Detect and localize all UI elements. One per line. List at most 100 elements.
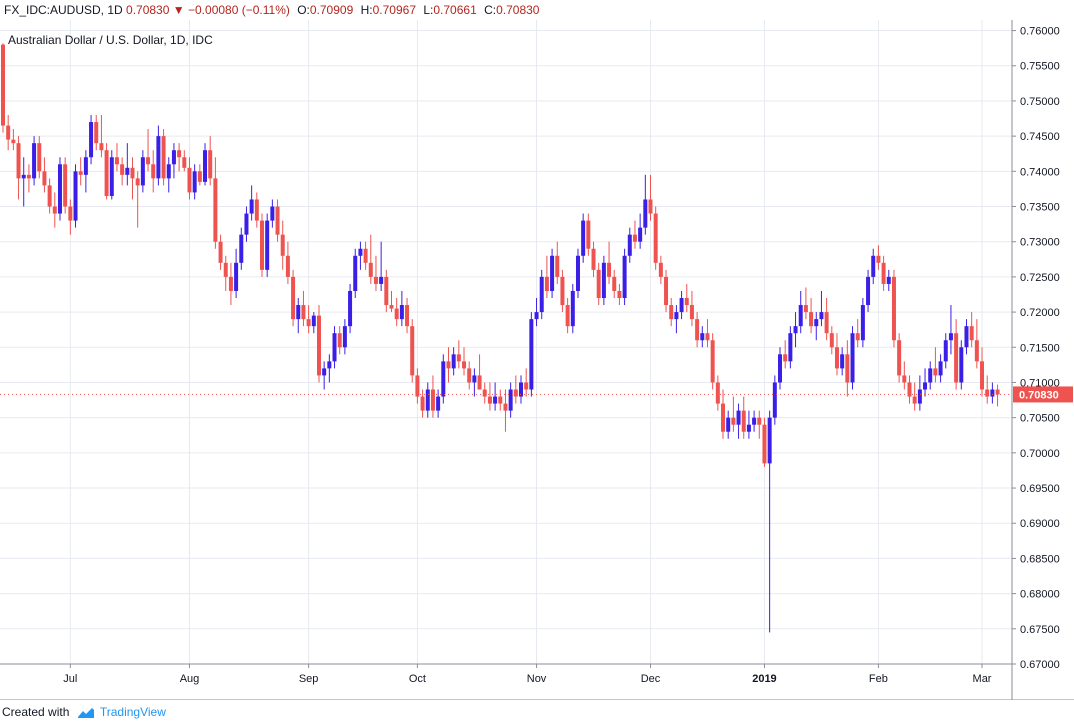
price-tick-label: 0.70500	[1020, 413, 1060, 425]
candle-body	[653, 213, 658, 263]
candle	[78, 157, 83, 186]
candle-body	[793, 326, 798, 334]
candle-body	[373, 276, 378, 284]
candle	[187, 157, 192, 200]
candle-body	[120, 164, 125, 175]
candlestick-chart[interactable]: 0.76000 0.75500 0.75000 0.74500 0.74000 0.735…	[0, 20, 1074, 700]
candle-body	[192, 171, 197, 193]
candle-body	[757, 417, 762, 425]
grid-lines	[0, 20, 1012, 665]
tradingview-logo-icon	[77, 707, 94, 718]
candle	[16, 136, 21, 200]
last-price-tag: 0.70830	[0, 386, 1073, 403]
candle-body	[213, 178, 218, 242]
candle-body	[78, 171, 83, 175]
candle	[21, 157, 26, 207]
candle	[575, 248, 580, 299]
candle-body	[741, 410, 746, 432]
candle	[280, 220, 285, 270]
candle-body	[37, 143, 42, 172]
time-axis[interactable]: Jul Aug Sep Oct Nov Dec 2019 Feb Mar	[0, 663, 1074, 700]
candle-body	[891, 276, 896, 341]
candle-body	[508, 389, 513, 411]
price-axis[interactable]: 0.76000 0.75500 0.75000 0.74500 0.74000 0.735…	[1011, 20, 1060, 700]
candle-body	[876, 255, 881, 263]
candle	[990, 382, 995, 404]
candle-body	[591, 248, 596, 270]
candle-body	[379, 276, 384, 284]
candle	[425, 382, 430, 418]
candle	[239, 227, 244, 270]
candle-body	[664, 276, 669, 306]
chart-title: Australian Dollar / U.S. Dollar, 1D, IDC	[8, 33, 213, 47]
candle	[824, 298, 829, 341]
candle-body	[866, 276, 871, 306]
candle-body	[47, 185, 52, 207]
candle	[710, 333, 715, 390]
candle-body	[933, 368, 938, 376]
tradingview-brand[interactable]: TradingView	[99, 705, 166, 719]
candle-body	[109, 157, 114, 196]
candle	[1, 43, 5, 133]
candle-body	[140, 157, 145, 186]
last-price: 0.70830	[126, 3, 170, 17]
created-with-text: Created with	[2, 705, 70, 719]
candle	[316, 305, 321, 383]
candle	[177, 143, 182, 172]
candle-body	[524, 382, 529, 390]
candle	[881, 255, 886, 291]
candle	[601, 255, 606, 306]
candle	[565, 298, 570, 334]
candle-body	[285, 255, 290, 277]
candle	[933, 347, 938, 383]
candle-body	[783, 354, 788, 362]
candle	[192, 164, 197, 200]
candle-body	[482, 389, 487, 397]
candle-body	[555, 255, 560, 277]
candle	[689, 290, 694, 327]
price-tick-label: 0.68500	[1020, 553, 1060, 565]
candle	[161, 129, 166, 186]
candle	[140, 150, 145, 193]
symbol-name[interactable]: FX_IDC:AUDUSD, 1D	[4, 3, 123, 17]
candle-body	[322, 368, 327, 376]
candle-body	[425, 389, 430, 411]
candle-body	[301, 305, 306, 320]
candle	[120, 157, 125, 186]
candle-body	[42, 171, 47, 186]
candle-body	[503, 403, 508, 411]
candle	[705, 319, 710, 348]
candles	[1, 43, 1000, 633]
candle	[503, 389, 508, 432]
candle	[778, 347, 782, 390]
candle-body	[798, 305, 803, 327]
candle-body	[151, 164, 156, 179]
candle-body	[487, 396, 492, 404]
candle-body	[809, 312, 814, 327]
candle-body	[871, 255, 876, 277]
candle-body	[63, 164, 68, 207]
candle	[560, 269, 565, 313]
price-tick-label: 0.67000	[1020, 659, 1060, 671]
candle-body	[897, 340, 902, 376]
candle-body	[539, 276, 544, 313]
candle	[223, 255, 228, 291]
candle	[373, 255, 378, 291]
candle-body	[161, 136, 166, 179]
candle	[829, 326, 834, 355]
time-tick-label: Nov	[527, 673, 547, 685]
candle-body	[912, 396, 917, 404]
candle-body	[467, 368, 472, 383]
candle-body	[886, 276, 891, 284]
candle	[617, 283, 622, 306]
candle-body	[436, 396, 441, 411]
candle	[327, 354, 332, 383]
candle-body	[249, 199, 254, 214]
candle	[974, 319, 979, 369]
candle-body	[513, 389, 518, 397]
candle-body	[923, 382, 928, 390]
candle	[653, 206, 658, 270]
candle	[550, 248, 555, 299]
candle-body	[772, 382, 777, 418]
candle	[757, 410, 762, 439]
